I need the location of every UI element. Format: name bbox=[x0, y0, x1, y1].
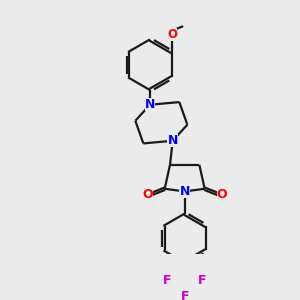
Text: O: O bbox=[167, 28, 177, 41]
Text: F: F bbox=[180, 290, 189, 300]
Text: N: N bbox=[167, 134, 178, 147]
Text: F: F bbox=[164, 274, 172, 287]
Text: N: N bbox=[179, 185, 190, 198]
Text: O: O bbox=[142, 188, 153, 201]
Text: N: N bbox=[145, 98, 155, 111]
Text: F: F bbox=[197, 274, 206, 287]
Text: O: O bbox=[217, 188, 227, 201]
